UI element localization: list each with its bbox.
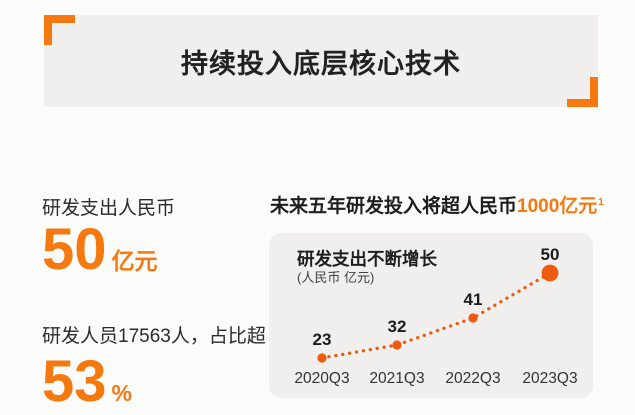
stat-rd-spending-value: 50 [42,217,107,282]
stat-rd-spending-unit: 亿元 [111,248,158,274]
title-banner: 持续投入底层核心技术 [44,15,598,107]
stat-rd-personnel-value: 53 [42,349,107,414]
chart-card: 23 2020Q3 32 2021Q3 41 2022Q3 50 2023Q3 研发支出不断增… [269,233,593,398]
stat-rd-personnel-unit: % [111,380,132,406]
data-point-2020Q3 [317,353,327,363]
growth-chart: 23 2020Q3 32 2021Q3 41 2022Q3 50 2023Q3 [294,245,577,387]
x-axis-label-2021Q3: 2021Q3 [369,370,424,387]
value-label-2022Q3: 41 [464,290,483,309]
chart-subtitle: (人民币 亿元) [297,270,375,285]
stat-rd-spending-label: 研发支出人民币 [42,198,176,219]
stat-rd-personnel: 53 % [42,353,132,411]
data-point-2023Q3 [541,264,559,282]
x-axis-label-2023Q3: 2023Q3 [522,370,577,387]
future-investment-heading: 未来五年研发投入将超人民币1000亿元1 [270,191,604,218]
trend-dotted-line [320,271,552,360]
value-label-2021Q3: 32 [388,317,407,336]
corner-bracket-bottom-right [567,77,598,107]
heading-text: 未来五年研发投入将超人民币 [270,196,518,217]
stat-rd-personnel-label: 研发人员17563人，占比超 [42,326,266,347]
value-label-2020Q3: 23 [313,330,332,349]
stat-rd-spending: 50 亿元 [42,221,158,279]
corner-bracket-top-left [44,15,75,45]
data-point-2021Q3 [392,340,402,350]
value-label-2023Q3: 50 [541,245,560,264]
heading-highlight: 1000亿元 [517,196,598,217]
footnote-marker: 1 [598,196,604,208]
chart-title: 研发支出不断增长 [297,249,437,269]
page-title: 持续投入底层核心技术 [181,48,461,79]
x-axis-label-2020Q3: 2020Q3 [294,370,349,387]
x-axis-label-2022Q3: 2022Q3 [445,370,500,387]
data-point-2022Q3 [468,313,478,323]
